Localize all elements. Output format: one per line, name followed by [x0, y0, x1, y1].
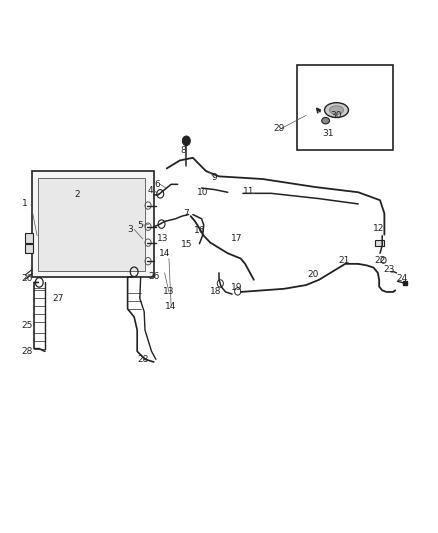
Text: 1: 1 — [22, 199, 28, 208]
Bar — [25, 244, 33, 253]
Text: 26: 26 — [148, 271, 159, 280]
Text: 26: 26 — [22, 273, 33, 282]
Text: 11: 11 — [243, 187, 254, 196]
Text: 7: 7 — [183, 209, 189, 218]
Circle shape — [183, 136, 190, 146]
Text: 29: 29 — [273, 124, 285, 133]
Bar — [25, 233, 33, 243]
Bar — [297, 65, 393, 150]
Text: 14: 14 — [159, 249, 170, 259]
Text: 8: 8 — [180, 147, 186, 156]
Text: 10: 10 — [197, 188, 208, 197]
Text: 2: 2 — [75, 190, 80, 199]
Text: 5: 5 — [137, 221, 143, 230]
Text: 28: 28 — [22, 347, 33, 356]
Text: 14: 14 — [166, 302, 177, 311]
Bar — [375, 240, 385, 246]
Text: 13: 13 — [157, 235, 168, 244]
Text: 6: 6 — [154, 180, 160, 189]
Text: 31: 31 — [322, 130, 334, 139]
Ellipse shape — [329, 106, 343, 114]
Text: 21: 21 — [339, 256, 350, 265]
Text: 27: 27 — [52, 294, 64, 303]
Ellipse shape — [322, 117, 329, 124]
Text: 25: 25 — [22, 321, 33, 330]
Text: 3: 3 — [127, 225, 133, 234]
Text: 28: 28 — [137, 355, 148, 364]
Text: 19: 19 — [231, 283, 242, 292]
Circle shape — [184, 149, 188, 154]
Text: 23: 23 — [383, 265, 395, 273]
Text: 18: 18 — [210, 287, 221, 296]
Bar — [32, 171, 154, 277]
Text: 4: 4 — [148, 186, 153, 195]
Text: 30: 30 — [330, 111, 341, 120]
Text: 15: 15 — [180, 240, 192, 249]
Text: 13: 13 — [163, 287, 175, 296]
Bar — [39, 178, 145, 271]
Text: 12: 12 — [373, 224, 385, 233]
Text: 22: 22 — [374, 256, 385, 265]
Text: 24: 24 — [396, 273, 407, 282]
Text: 17: 17 — [231, 235, 242, 244]
Ellipse shape — [325, 103, 349, 117]
Text: 20: 20 — [307, 270, 318, 279]
Text: 9: 9 — [212, 173, 218, 182]
Text: 16: 16 — [194, 226, 205, 235]
